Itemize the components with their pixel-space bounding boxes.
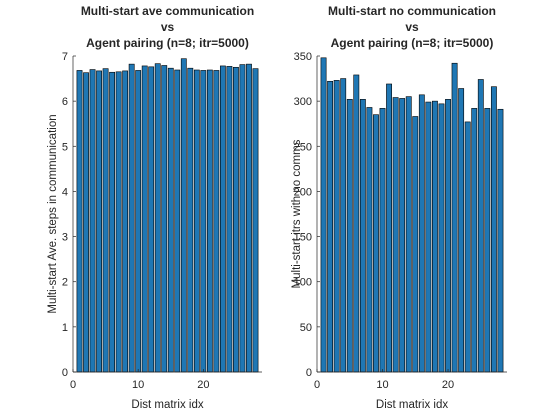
bar — [359, 99, 366, 373]
chart-1: 0 1 2 3 4 5 6 7 0 10 20 Multi-start ave communicati… — [47, 4, 262, 411]
bar — [115, 71, 122, 373]
bar — [340, 78, 347, 373]
bar — [180, 58, 187, 373]
bar — [320, 57, 327, 373]
chart-title-line: Multi-start ave communication — [81, 4, 254, 18]
bar — [464, 121, 471, 373]
bar — [405, 96, 412, 373]
chart-title-line: Multi-start no communication — [328, 4, 496, 18]
bar — [497, 108, 504, 373]
bar — [128, 63, 135, 373]
y-axis-label: Multi-start Ave. steps in communication — [47, 114, 59, 313]
bar — [490, 86, 497, 373]
bar — [353, 74, 360, 373]
bar — [226, 66, 233, 373]
x-tick-label: 10 — [376, 379, 388, 391]
bar — [239, 64, 246, 373]
y-tick-label: 0 — [62, 367, 68, 379]
bar — [206, 69, 213, 373]
y-tick-label: 50 — [300, 322, 312, 334]
x-axis-label: Dist matrix idx — [376, 399, 448, 411]
y-tick-label: 7 — [62, 51, 68, 63]
bar — [386, 83, 392, 373]
bar — [392, 97, 399, 373]
bar — [373, 114, 379, 373]
bar — [252, 68, 259, 373]
bar — [96, 70, 102, 373]
chart-title-line: vs — [405, 20, 419, 34]
bar — [399, 98, 406, 373]
bar — [445, 99, 451, 373]
y-tick-label: 250 — [294, 141, 312, 153]
bar — [148, 66, 155, 373]
y-tick-label: 5 — [62, 141, 68, 153]
bar — [161, 65, 168, 373]
bar — [76, 70, 83, 373]
bar — [484, 108, 491, 373]
bar — [432, 100, 438, 373]
bar — [379, 108, 386, 373]
bar — [477, 79, 484, 373]
bar — [187, 67, 194, 373]
bar — [83, 72, 89, 373]
bar — [333, 80, 340, 373]
y-tick-label: 2 — [62, 277, 68, 289]
bar — [141, 65, 148, 373]
bar — [425, 101, 432, 373]
x-tick-label: 0 — [314, 379, 320, 391]
bar — [109, 71, 116, 373]
bar — [366, 107, 373, 373]
chart-title-line: vs — [161, 20, 175, 34]
bar — [246, 63, 252, 373]
y-tick-label: 200 — [294, 186, 312, 198]
x-tick-label: 0 — [70, 379, 76, 391]
y-tick-label: 0 — [306, 367, 312, 379]
y-axis-label: Multi-start itrs with no comms — [291, 139, 303, 288]
x-tick-label: 20 — [442, 379, 454, 391]
y-tick-label: 3 — [62, 232, 68, 244]
bar — [327, 80, 334, 373]
y-tick-label: 1 — [62, 322, 68, 334]
bar — [122, 70, 129, 373]
bar — [89, 69, 96, 373]
bar — [102, 68, 109, 373]
bar — [438, 103, 445, 373]
chart-title-line: Agent pairing (n=8; itr=5000) — [86, 36, 249, 50]
y-tick-label: 100 — [294, 277, 312, 289]
bar — [174, 69, 181, 373]
bar — [233, 66, 239, 373]
bar — [200, 70, 207, 373]
x-tick-label: 10 — [132, 379, 144, 391]
bar — [219, 65, 226, 373]
x-tick-label: 20 — [197, 379, 209, 391]
bar — [193, 69, 200, 373]
bar — [346, 99, 353, 373]
y-tick-label: 350 — [294, 51, 312, 63]
bar — [471, 108, 478, 373]
chart-2: 0 50 100 150 200 250 300 350 0 10 20 Multi-start no… — [291, 4, 507, 411]
x-axis-label: Dist matrix idx — [131, 399, 203, 411]
y-tick-label: 150 — [294, 232, 312, 244]
y-tick-label: 6 — [62, 96, 68, 108]
y-tick-label: 300 — [294, 96, 312, 108]
bar — [135, 70, 142, 373]
bar — [167, 67, 174, 373]
bar — [412, 116, 419, 373]
y-tick-label: 4 — [62, 186, 68, 198]
bar — [154, 63, 161, 373]
bar — [458, 88, 465, 373]
chart-title-line: Agent pairing (n=8; itr=5000) — [331, 36, 494, 50]
bar — [451, 62, 458, 373]
bar — [213, 70, 220, 373]
bar — [418, 94, 425, 373]
